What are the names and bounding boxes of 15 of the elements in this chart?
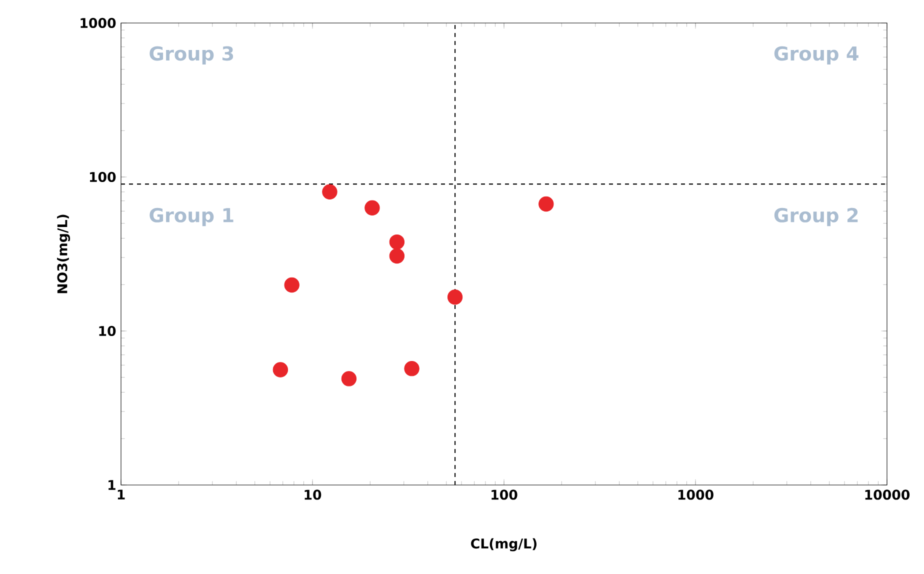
x-tick-label: 10 xyxy=(304,490,322,500)
y-tick-label: 100 xyxy=(90,172,116,182)
annotation: Group 1 xyxy=(150,208,234,226)
x-tick-label: 1 xyxy=(118,490,125,500)
x-tick-label: 1000 xyxy=(678,490,714,500)
y-tick-label: 10 xyxy=(99,326,116,336)
x-axis-title: CL(mg/L) xyxy=(471,538,536,552)
annotation: Group 4 xyxy=(774,46,858,64)
x-tick-label: 100 xyxy=(492,490,518,500)
annotation: Group 2 xyxy=(774,208,858,226)
y-axis-title: NO3(mg/L) xyxy=(57,214,70,294)
x-tick-label: 10000 xyxy=(865,490,910,500)
y-tick-label: 1 xyxy=(108,480,116,490)
y-tick-label: 1000 xyxy=(80,18,116,28)
annotation: Group 3 xyxy=(150,46,234,64)
